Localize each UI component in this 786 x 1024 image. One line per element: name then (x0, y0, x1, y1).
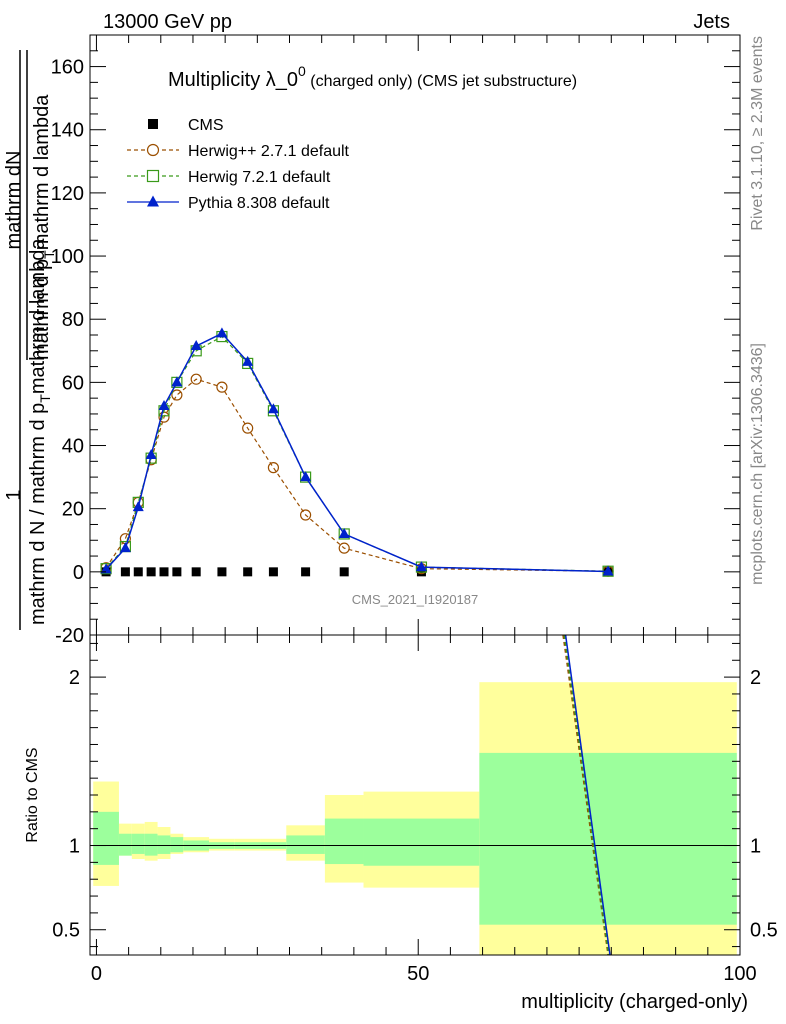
ratio-series-line (563, 634, 610, 956)
data-point (132, 501, 144, 512)
data-point (602, 565, 614, 576)
data-point (100, 563, 112, 574)
data-point (243, 567, 253, 577)
ratio-ytick-label: 2 (69, 667, 80, 689)
legend-marker (148, 119, 158, 129)
header-right-label: Jets (693, 11, 730, 33)
data-point (338, 527, 350, 538)
data-point (172, 567, 182, 577)
main-ytick-label: 40 (62, 436, 84, 458)
ratio-band-inner (131, 833, 145, 854)
legend: CMS Herwig++ 2.7.1 default Herwig 7.2.1 de… (127, 117, 350, 212)
data-point (339, 567, 349, 577)
series-line (105, 378, 609, 572)
ratio-band-inner (118, 833, 132, 856)
main-ytick-label: 120 (51, 183, 84, 205)
data-point (145, 449, 157, 459)
data-point (190, 373, 202, 385)
data-point (415, 561, 427, 572)
ratio-band-inner (93, 811, 119, 865)
series-line (105, 335, 609, 572)
ratio-xtick-label: 50 (407, 963, 429, 985)
series-cms (101, 567, 613, 577)
title-sup: 0 (298, 63, 306, 79)
ratio-band-inner (286, 835, 325, 854)
header-left-label: 13000 GeV pp (103, 11, 232, 33)
legend-label: CMS (188, 117, 224, 134)
ratio-ylabel: Ratio to CMS (24, 747, 41, 842)
title-sub: (charged only) (CMS jet substructure) (306, 73, 577, 90)
data-point (119, 542, 131, 553)
ratio-band-inner (324, 818, 364, 865)
ratio-band-inner (157, 835, 171, 854)
ratio-xtick-label: 100 (723, 963, 756, 985)
data-point (120, 567, 130, 577)
title-main: Multiplicity λ_0 (168, 69, 298, 91)
ratio-ytick-label: 1 (69, 836, 80, 858)
rivet-version-label: Rivet 3.1.10, ≥ 2.3M events (749, 36, 766, 231)
data-point (268, 567, 278, 577)
ratio-ytick-label: 0.5 (52, 920, 80, 942)
data-point (217, 567, 227, 577)
series-herwig-2-7-1-default (100, 373, 614, 577)
series-line (105, 332, 609, 573)
series-pythia-8-308-default (100, 327, 614, 576)
legend-marker (146, 143, 160, 157)
main-ytick-label: 0 (73, 562, 84, 584)
main-ytick-label: 80 (62, 309, 84, 331)
data-point (301, 567, 311, 577)
data-point (133, 567, 143, 577)
main-ytick-label: 100 (51, 246, 84, 268)
data-point (267, 462, 280, 474)
ratio-plot: 0.5 0.5 1 1 2 2 0 50 100 Ratio to CMS multiplici… (24, 634, 778, 1013)
main-ytick-label: 20 (62, 499, 84, 521)
legend-marker (147, 195, 159, 207)
legend-label: Herwig 7.2.1 default (188, 169, 331, 186)
ratio-ytick-label-right: 0.5 (750, 920, 778, 942)
main-ylabel: 1 mathrm dN mathrm d pTmathrm d lambda m… (3, 50, 57, 630)
ylabel-prefix: 1 (3, 489, 25, 500)
ratio-band-inner (144, 833, 158, 856)
ratio-ytick-label-right: 1 (750, 836, 761, 858)
ratio-series-line (564, 634, 611, 956)
data-point (338, 542, 350, 554)
data-point (146, 567, 156, 577)
data-point (158, 400, 170, 411)
ratio-ytick-label-right: 2 (750, 667, 761, 689)
data-point (299, 509, 312, 521)
ylabel-mid: mathrm d pTmathrm d lambda (31, 94, 57, 360)
main-plot: -20 0 20 40 60 80 100 120 140 160 Multiplicity λ_… (51, 34, 741, 647)
legend-label: Pythia 8.308 default (188, 195, 330, 212)
data-point (171, 389, 183, 401)
main-ytick-label: 60 (62, 372, 84, 394)
ratio-band-inner (363, 818, 480, 866)
main-title: Multiplicity λ_00 (charged only) (CMS je… (168, 63, 577, 91)
data-point (159, 567, 169, 577)
data-point (216, 327, 228, 338)
mcplots-label: mcplots.cern.ch [arXiv:1306.3436] (749, 343, 766, 585)
data-point (300, 471, 312, 482)
ratio-xlabel: multiplicity (charged-only) (521, 991, 748, 1013)
data-point (191, 567, 201, 577)
main-ytick-label: 140 (51, 120, 84, 142)
analysis-watermark: CMS_2021_I1920187 (352, 592, 479, 607)
ratio-band-inner (479, 752, 737, 925)
data-point (267, 403, 279, 414)
legend-marker (146, 169, 160, 183)
ylabel-numerator: mathrm dN (3, 151, 25, 250)
legend-label: Herwig++ 2.7.1 default (188, 143, 350, 160)
data-point (242, 355, 254, 366)
ylabel-denominator: mathrm d N / mathrm d pTmathrm d lambda (27, 238, 53, 625)
ratio-xtick-label: 0 (91, 963, 102, 985)
data-point (242, 422, 254, 434)
data-point (190, 340, 202, 351)
main-ytick-label: 160 (51, 57, 84, 79)
data-point (216, 381, 228, 393)
ratio-band-inner (170, 837, 184, 853)
main-ytick-label: -20 (55, 625, 84, 647)
data-point (171, 376, 183, 387)
